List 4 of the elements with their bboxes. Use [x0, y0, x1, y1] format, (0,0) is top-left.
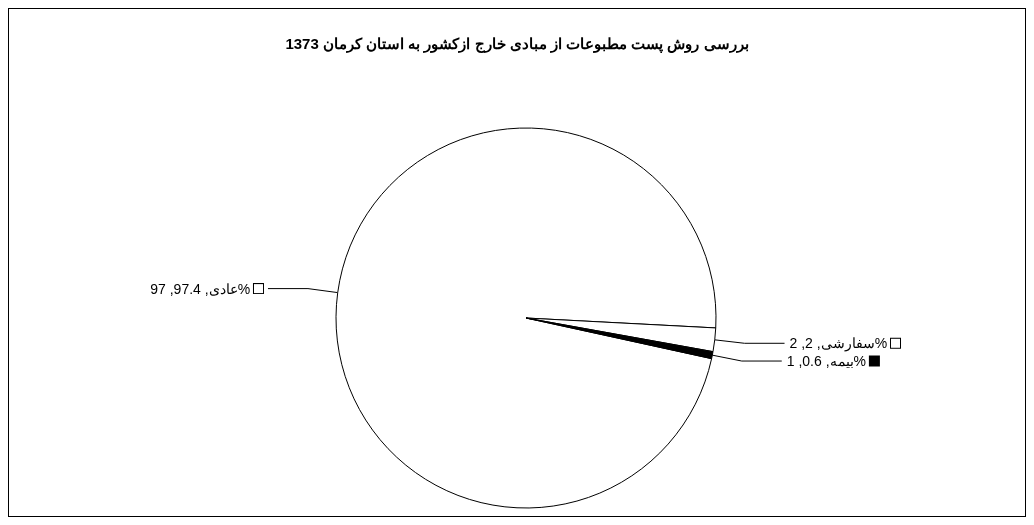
legend-label: سفارشی, 2, 2%: [789, 335, 888, 353]
chart-title: بررسی روش پست مطبوعات از مبادی خارج ازکشور به استان کرمان 1373: [285, 35, 749, 54]
legend-label: بیمه, 0.6, 1%: [786, 353, 867, 370]
legend-label: عادی, 97.4, 97%: [150, 280, 251, 297]
